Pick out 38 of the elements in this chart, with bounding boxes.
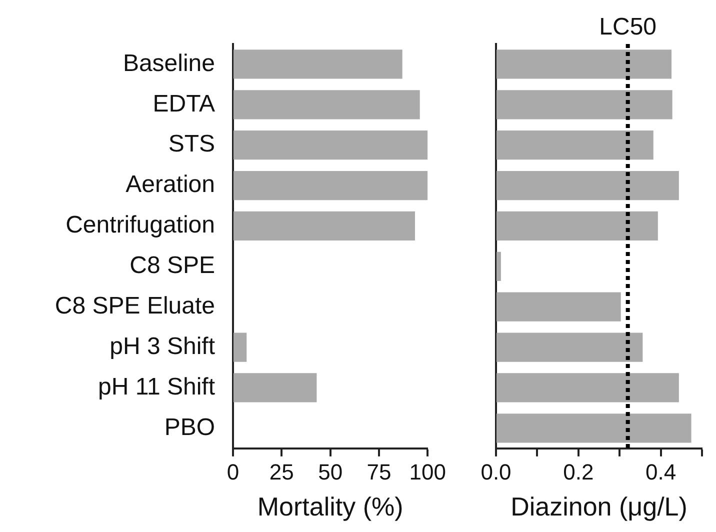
bar bbox=[234, 373, 317, 402]
bar bbox=[496, 170, 679, 200]
bar bbox=[234, 130, 428, 160]
y-tick-label: PBO bbox=[164, 414, 215, 441]
y-tick-label: Baseline bbox=[122, 50, 215, 77]
bar bbox=[234, 50, 402, 79]
x-axis-title: Mortality (%) bbox=[257, 492, 404, 522]
bar bbox=[496, 332, 643, 362]
y-tick-label: Centrifugation bbox=[66, 212, 215, 239]
y-tick-label: EDTA bbox=[152, 90, 215, 118]
bar bbox=[496, 90, 672, 120]
x-tick-label: 0.2 bbox=[563, 460, 594, 485]
x-tick-label: 50 bbox=[318, 460, 343, 485]
x-axis-title: Diazinon (μg/L) bbox=[510, 492, 688, 522]
bar bbox=[496, 252, 501, 281]
bar bbox=[234, 332, 247, 362]
x-tick-label: 75 bbox=[366, 460, 392, 485]
y-tick-label: STS bbox=[168, 130, 215, 158]
x-tick-label: 0.4 bbox=[646, 460, 676, 485]
bar bbox=[496, 414, 692, 443]
y-tick-label: Aeration bbox=[126, 171, 215, 198]
bar bbox=[234, 211, 415, 241]
x-tick-label: 100 bbox=[409, 460, 446, 485]
bar bbox=[496, 50, 672, 79]
y-tick-label: pH 11 Shift bbox=[98, 373, 216, 400]
x-tick-label: 0.0 bbox=[480, 460, 512, 485]
bar bbox=[496, 130, 654, 160]
bar bbox=[234, 90, 420, 120]
ref-line-label: LC50 bbox=[599, 14, 657, 41]
y-tick-label: pH 3 Shift bbox=[110, 332, 216, 360]
x-tick-label: 25 bbox=[269, 460, 294, 485]
bar bbox=[496, 373, 679, 402]
x-tick-label: 0 bbox=[226, 460, 240, 485]
y-tick-label: C8 SPE bbox=[130, 252, 215, 280]
y-tick-label: C8 SPE Eluate bbox=[54, 292, 215, 320]
bar bbox=[496, 292, 621, 322]
bar bbox=[234, 170, 428, 200]
bar bbox=[496, 211, 658, 241]
